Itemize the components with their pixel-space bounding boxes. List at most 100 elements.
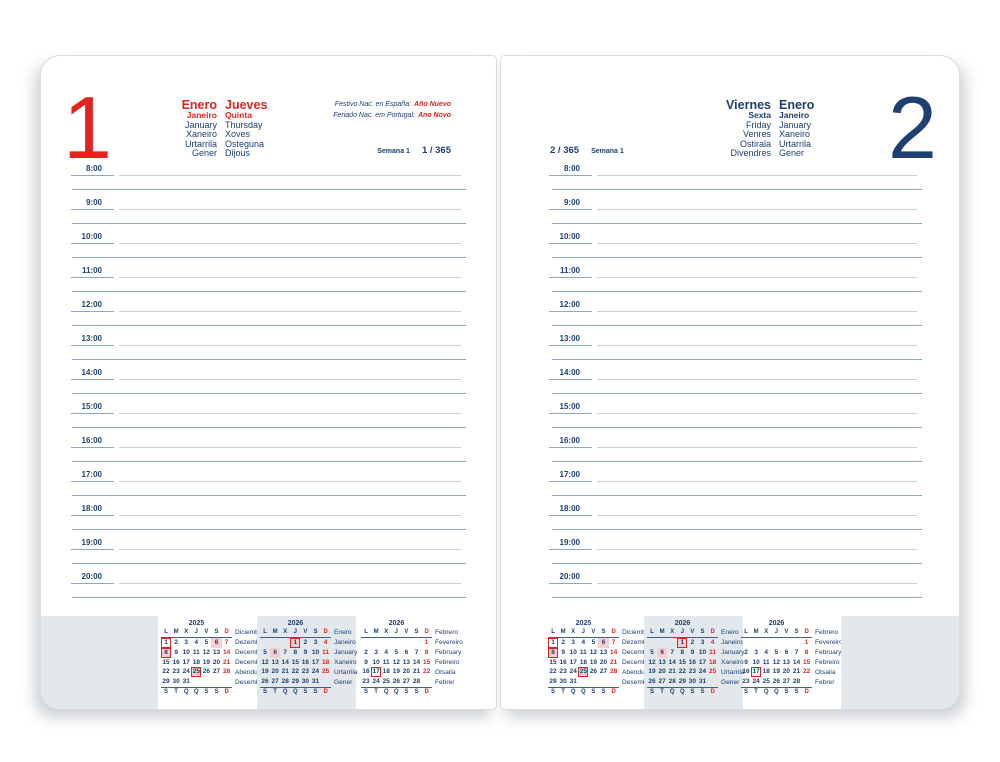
hour-label: 8:00 bbox=[71, 164, 114, 176]
hour-row: 15:00 bbox=[549, 399, 917, 414]
calendar-day: 13 bbox=[782, 658, 791, 666]
calendar-day: 18 bbox=[579, 658, 587, 666]
weekday-letter-pt: S bbox=[551, 688, 556, 695]
day-of-year: 2 / 365 bbox=[550, 145, 580, 156]
half-hour-line bbox=[72, 291, 466, 292]
weekday-letter-pt: Q bbox=[282, 688, 288, 695]
calendar-day: 23 bbox=[742, 678, 750, 686]
calendar-day: 4 bbox=[323, 639, 328, 646]
calendar-day: 4 bbox=[710, 639, 715, 646]
weekday-letter: V bbox=[204, 629, 209, 635]
calendar-day: 12 bbox=[772, 658, 780, 666]
weekday-letter-pt: T bbox=[660, 688, 664, 695]
weekday-letter-pt: S bbox=[414, 688, 419, 695]
calendar-month-name: Xaneiro bbox=[721, 658, 744, 666]
hour-writing-line bbox=[597, 262, 917, 278]
half-hour-line bbox=[552, 427, 922, 428]
weekday-letter: L bbox=[744, 629, 748, 635]
calendar-month-name: Xaneiro bbox=[334, 658, 357, 666]
calendar-day: 20 bbox=[658, 668, 666, 676]
calendar-month-name: Febreiro bbox=[435, 658, 460, 666]
date-header: Viernes Sexta Friday Venres Ostirala Divendre… bbox=[719, 99, 831, 159]
calendar-day: 4 bbox=[194, 639, 199, 646]
month-name-column-item: Janeiro bbox=[186, 110, 217, 120]
hour-label: 18:00 bbox=[71, 504, 114, 516]
hour-row: 14:00 bbox=[71, 365, 461, 380]
calendar-month-name: Febrero bbox=[435, 629, 459, 636]
current-month-panel: 2026 L M X J V S D 1 2 3 4 5 6 7 8 9 10 11 12 13 14 15 16 17 18 19… bbox=[644, 616, 744, 709]
thumb-index-tab bbox=[41, 616, 158, 709]
weekday-letter: X bbox=[670, 629, 675, 635]
calendar-day: 8 bbox=[293, 648, 298, 656]
calendar-day: 16 bbox=[742, 668, 750, 676]
holiday-note: Feriado Nac. em Portugal: Ano Novo bbox=[333, 111, 451, 122]
day-name-column-item: Divendres bbox=[730, 148, 771, 159]
calendar-day-empty bbox=[609, 677, 619, 687]
calendar-day-empty bbox=[280, 638, 290, 648]
calendar-day-empty bbox=[791, 638, 801, 648]
calendar-day: 28 bbox=[412, 678, 421, 686]
calendar-month-name: Abendua bbox=[235, 668, 262, 676]
calendar-day: 29 bbox=[291, 678, 299, 686]
thumb-index-tab bbox=[841, 616, 959, 709]
weekday-letter: X bbox=[283, 629, 288, 635]
hour-writing-line bbox=[597, 568, 917, 584]
weekday-letter: D bbox=[804, 629, 809, 635]
weekday-letter: J bbox=[394, 629, 398, 635]
calendar-day: 20 bbox=[212, 658, 221, 666]
half-hour-line bbox=[552, 257, 922, 258]
weekday-letter: M bbox=[272, 629, 278, 635]
weekday-letter: V bbox=[784, 629, 789, 635]
calendar-month-name: Gener bbox=[721, 678, 740, 686]
calendar-day-empty bbox=[578, 677, 588, 687]
weekday-letter-pt: S bbox=[204, 688, 209, 695]
calendar-day: 2 bbox=[690, 639, 695, 646]
half-hour-line bbox=[72, 563, 466, 564]
calendar-day: 3 bbox=[184, 639, 189, 646]
calendar-month-name: Diciembre bbox=[235, 629, 265, 636]
half-hour-line bbox=[552, 597, 922, 598]
calendar-day: 10 bbox=[752, 658, 760, 666]
weekday-letter: S bbox=[313, 629, 318, 635]
calendar-day: 28 bbox=[609, 668, 618, 676]
hour-row: 15:00 bbox=[71, 399, 461, 414]
calendar-month-name: Gener bbox=[334, 678, 353, 686]
weekday-letter-pt: T bbox=[561, 688, 565, 695]
hour-row: 18:00 bbox=[71, 501, 461, 516]
calendar-day: 5 bbox=[650, 648, 654, 656]
weekday-letter: V bbox=[404, 629, 409, 635]
bottom-band: 2025 L M X J V S D 1 2 3 4 5 6 7 8 9 10 11 12 13 14 15 16 17 18 19… bbox=[41, 616, 496, 709]
weekday-letter: X bbox=[571, 629, 576, 635]
calendar-day: 26 bbox=[392, 678, 400, 686]
calendar-day: 20 bbox=[402, 668, 411, 676]
half-hour-line bbox=[72, 359, 466, 360]
calendar-day: 27 bbox=[782, 678, 791, 686]
hour-label: 14:00 bbox=[549, 368, 592, 380]
hour-writing-line bbox=[597, 228, 917, 244]
calendar-day: 14 bbox=[668, 658, 676, 666]
weekday-letter: D bbox=[424, 629, 429, 635]
hour-row: 16:00 bbox=[549, 433, 917, 448]
hour-label: 20:00 bbox=[549, 572, 592, 584]
calendar-day: 9 bbox=[690, 648, 695, 656]
weekday-letter-pt: S bbox=[313, 688, 318, 695]
weekday-letter-pt: S bbox=[601, 688, 606, 695]
calendar-day-empty bbox=[657, 638, 667, 648]
hour-writing-line bbox=[597, 500, 917, 516]
week-label: Semana 1 bbox=[591, 148, 624, 155]
weekday-letter: S bbox=[794, 629, 799, 635]
calendar-day: 16 bbox=[688, 658, 697, 666]
calendar-day: 1 bbox=[290, 638, 301, 648]
weekday-letter-pt: T bbox=[174, 688, 178, 695]
hour-label: 10:00 bbox=[549, 232, 592, 244]
hour-writing-line bbox=[119, 500, 461, 516]
half-hour-line bbox=[552, 223, 922, 224]
weekday-letter: M bbox=[173, 629, 179, 635]
calendar-day: 20 bbox=[782, 668, 791, 676]
calendar-day: 6 bbox=[404, 648, 409, 656]
calendar-day-empty bbox=[211, 677, 221, 687]
calendar-day: 26 bbox=[261, 678, 269, 686]
half-hour-line bbox=[552, 189, 922, 190]
weekday-letter: M bbox=[560, 629, 566, 635]
mini-calendar-december-2025: 2025 L M X J V S D 1 2 3 4 5 6 7 8 9 10 11 12 13 14 15 16 17 18 19… bbox=[161, 619, 265, 698]
